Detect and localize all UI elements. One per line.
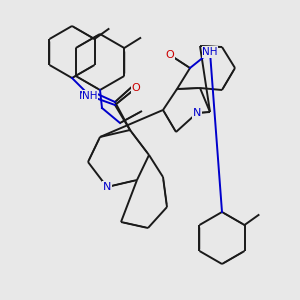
Text: N: N (103, 182, 111, 192)
Text: NH: NH (82, 91, 98, 101)
Text: N: N (79, 91, 87, 101)
Text: O: O (166, 50, 174, 60)
Text: O: O (132, 83, 140, 93)
Text: H: H (86, 91, 94, 101)
Text: O: O (132, 83, 140, 93)
Text: N: N (193, 108, 201, 118)
Text: NH: NH (202, 47, 218, 57)
